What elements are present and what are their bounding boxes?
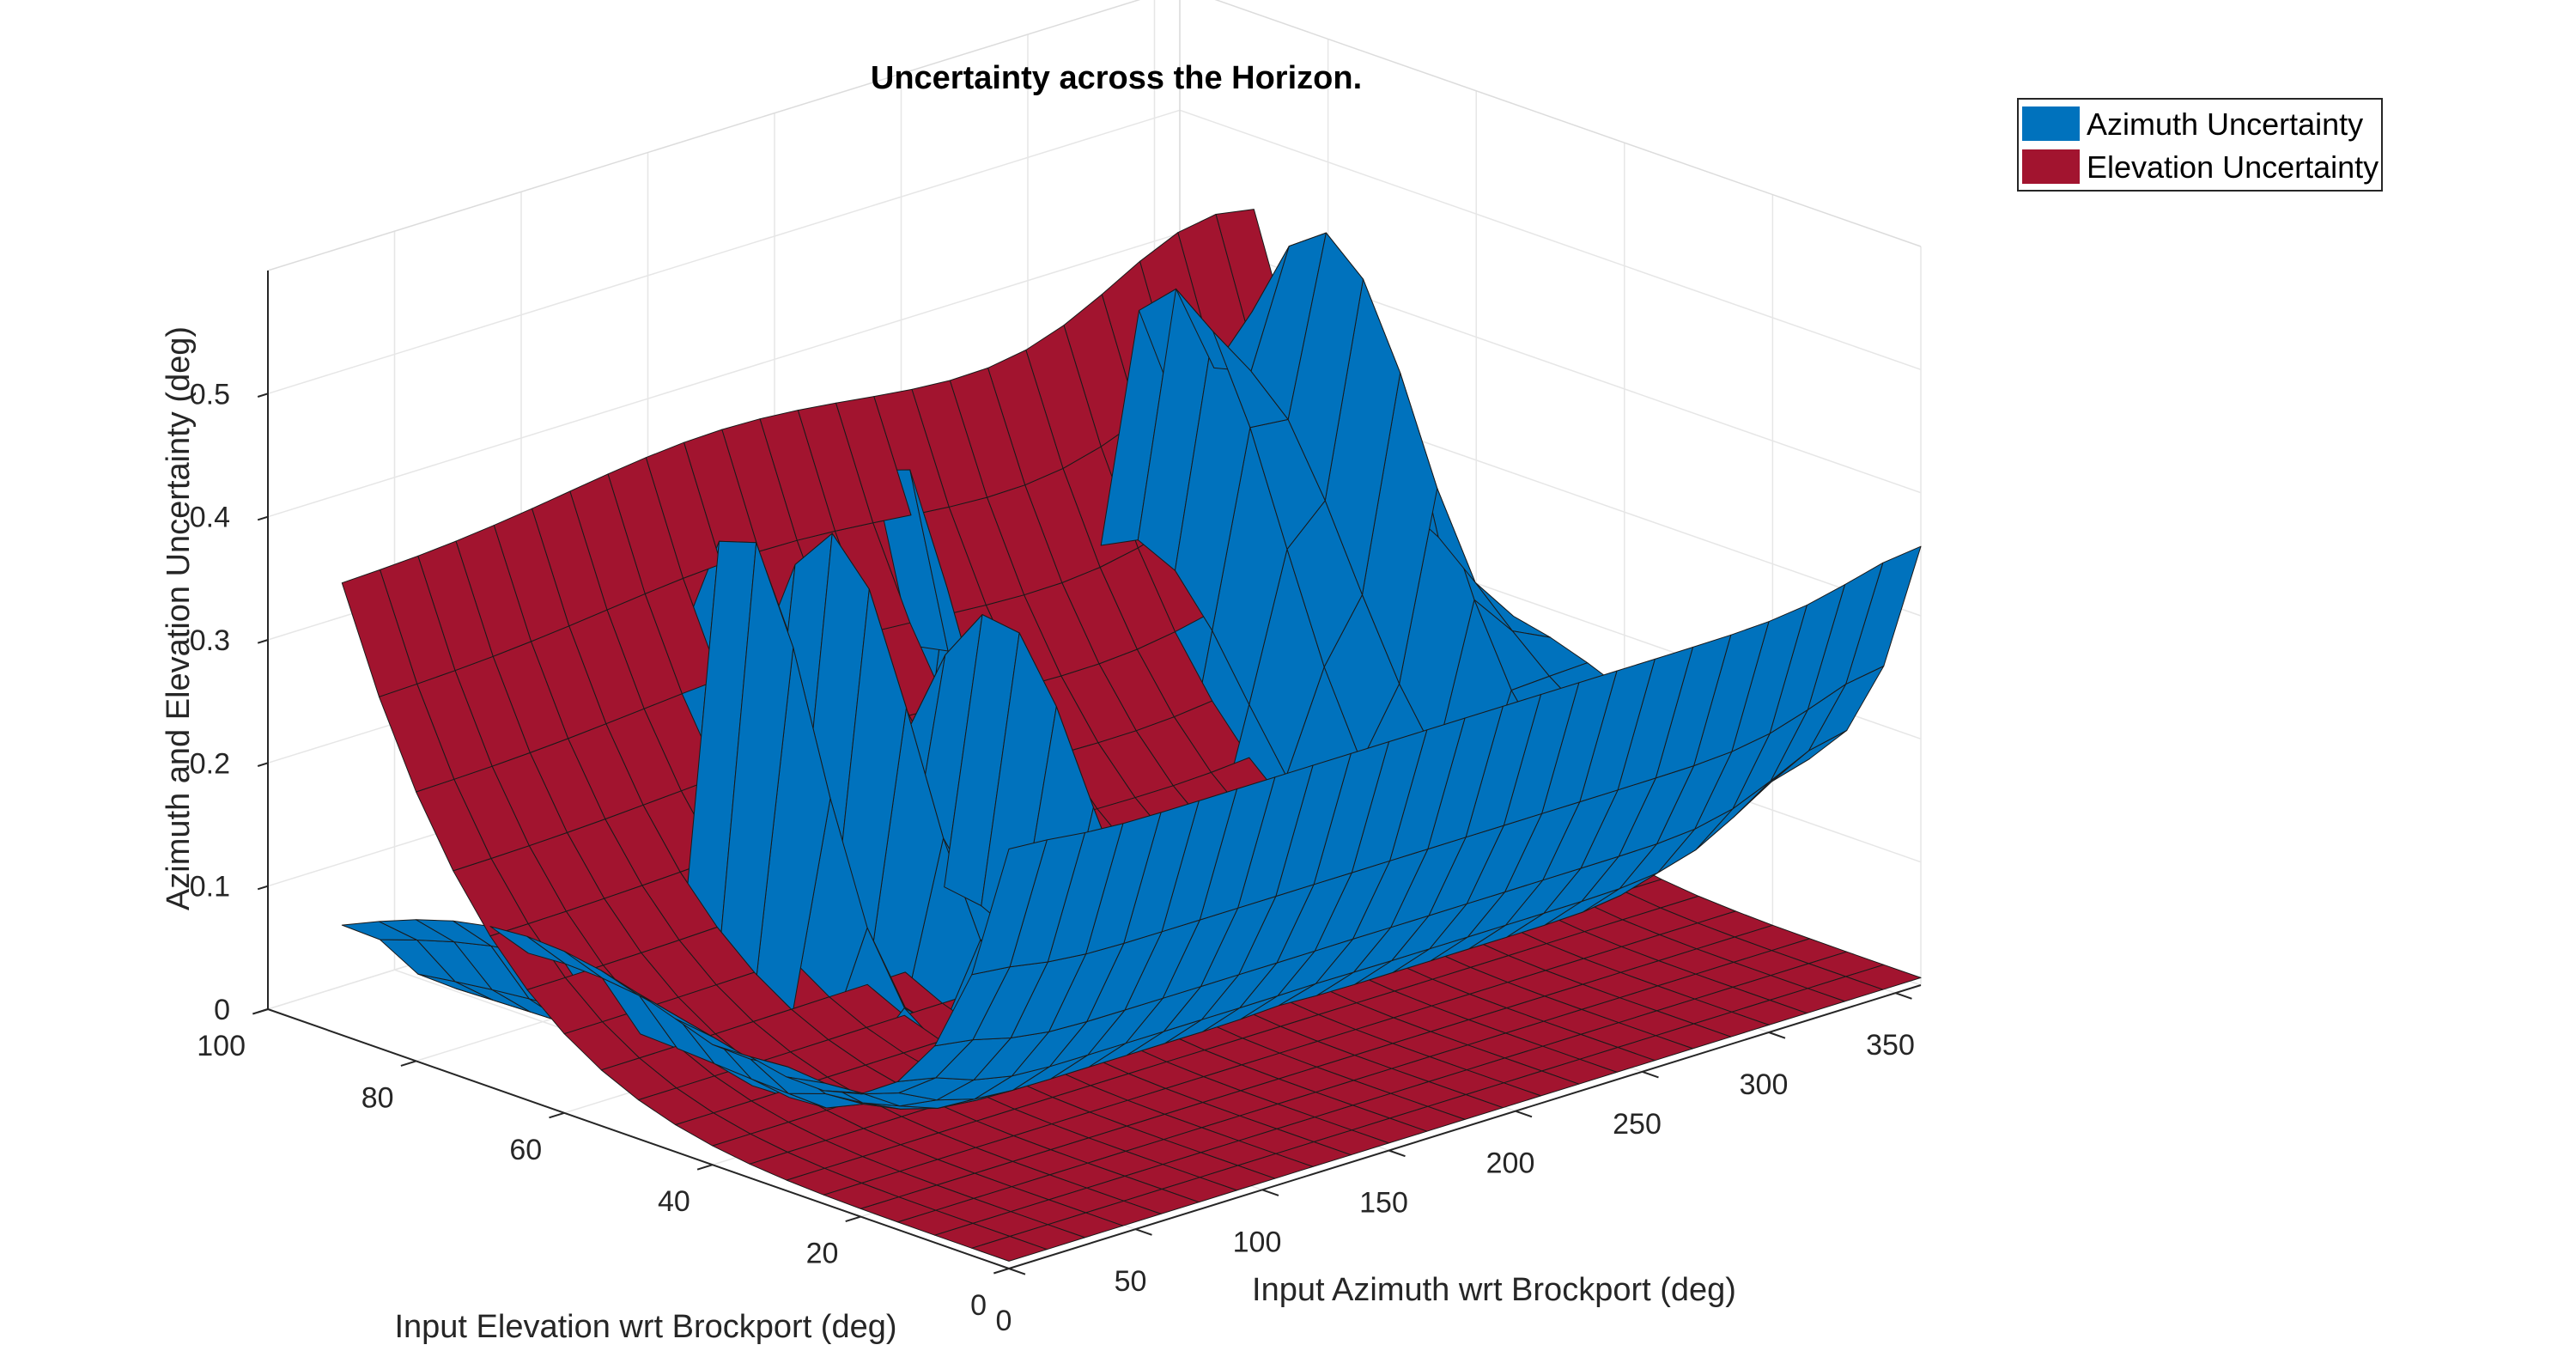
x-tick-label: 350 xyxy=(1866,1029,1915,1062)
z-tick xyxy=(257,393,269,398)
x-tick xyxy=(1642,1070,1659,1079)
z-tick-label: 0.3 xyxy=(190,624,230,657)
y-axis-label: Input Elevation wrt Brockport (deg) xyxy=(394,1309,896,1345)
z-tick xyxy=(257,762,269,767)
y-tick-label: 60 xyxy=(509,1134,542,1166)
z-axis-label: Azimuth and Elevation Uncertainty (deg) xyxy=(161,326,197,910)
x-tick-label: 50 xyxy=(1115,1265,1147,1298)
x-tick-label: 200 xyxy=(1486,1147,1535,1180)
grid-line xyxy=(1179,109,1922,371)
z-tick-label: 0.1 xyxy=(190,871,230,904)
x-tick xyxy=(1515,1110,1533,1118)
box-edge xyxy=(1214,0,1922,247)
x-axis-label: Input Azimuth wrt Brockport (deg) xyxy=(1252,1272,1736,1308)
z-tick-label: 0.2 xyxy=(190,747,230,780)
elevation-surface-patch xyxy=(971,1236,1048,1262)
y-axis-line xyxy=(267,1008,1010,1269)
x-tick-label: 300 xyxy=(1740,1068,1789,1101)
z-tick xyxy=(257,885,269,891)
legend-label-elevation: Elevation Uncertainty xyxy=(2087,149,2379,185)
legend[interactable]: Azimuth Uncertainty Elevation Uncertaint… xyxy=(2017,98,2383,192)
y-tick xyxy=(549,1111,565,1119)
legend-swatch-elevation xyxy=(2022,149,2080,184)
y-tick-label: 20 xyxy=(806,1238,839,1270)
surface-plot xyxy=(341,209,1922,1262)
x-tick xyxy=(1008,1268,1026,1275)
box-edge xyxy=(267,0,1141,271)
legend-label-azimuth: Azimuth Uncertainty xyxy=(2087,106,2363,142)
y-tick-label: 80 xyxy=(361,1081,394,1114)
x-tick xyxy=(1388,1149,1406,1158)
x-tick xyxy=(1135,1228,1152,1236)
z-tick-label: 0.4 xyxy=(190,502,230,534)
grid-line xyxy=(267,232,1181,518)
x-tick xyxy=(1261,1189,1279,1196)
tick-labels: 0 50 100 150 200 250 300 350 0 20 40 60 80 100 0 0.1 0.2… xyxy=(190,378,1915,1337)
elevation-surface-patch xyxy=(341,569,418,697)
x-tick xyxy=(1768,1032,1786,1039)
y-tick xyxy=(696,1164,714,1171)
y-tick-label: 40 xyxy=(658,1185,690,1218)
x-tick xyxy=(1895,992,1912,1000)
z-tick-label: 0 xyxy=(214,994,230,1026)
x-tick-label: 0 xyxy=(996,1305,1012,1337)
y-tick xyxy=(993,1268,1010,1275)
legend-swatch-azimuth xyxy=(2022,106,2080,141)
y-tick xyxy=(400,1060,416,1067)
x-tick-label: 150 xyxy=(1359,1187,1408,1220)
x-tick-label: 100 xyxy=(1233,1226,1282,1258)
y-tick-label: 0 xyxy=(970,1289,987,1322)
azimuth-surface-patch xyxy=(1287,232,1364,502)
z-tick xyxy=(257,639,269,644)
y-tick-label: 100 xyxy=(197,1030,246,1062)
z-tick xyxy=(257,1008,269,1013)
z-tick-label: 0.5 xyxy=(190,378,230,411)
y-tick xyxy=(845,1215,861,1223)
x-tick-label: 250 xyxy=(1613,1108,1662,1141)
azimuth-surface-patch xyxy=(971,839,1048,976)
grid-line xyxy=(267,109,1181,395)
chart-title: Uncertainty across the Horizon. xyxy=(871,60,1362,96)
z-tick xyxy=(257,515,269,521)
